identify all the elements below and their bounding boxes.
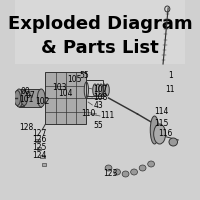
Text: 105: 105 (68, 75, 82, 84)
Ellipse shape (14, 90, 21, 106)
Text: 114: 114 (155, 108, 169, 116)
Bar (37, 147, 41, 150)
Bar (40, 155, 45, 158)
Text: 101: 101 (19, 96, 33, 104)
Ellipse shape (84, 82, 88, 98)
Text: 125: 125 (32, 144, 46, 152)
Ellipse shape (122, 171, 129, 177)
Text: 55: 55 (93, 121, 103, 130)
Text: 124: 124 (32, 152, 46, 160)
Ellipse shape (139, 165, 146, 171)
Text: 103: 103 (52, 83, 67, 92)
Ellipse shape (154, 124, 166, 144)
Ellipse shape (150, 116, 159, 144)
Text: 102: 102 (35, 98, 50, 106)
Text: 43: 43 (93, 102, 103, 110)
Text: 00: 00 (21, 88, 31, 97)
Text: 126: 126 (32, 136, 46, 144)
Ellipse shape (102, 84, 106, 96)
Text: 110: 110 (81, 110, 96, 118)
Ellipse shape (99, 84, 103, 96)
Text: 111: 111 (100, 112, 114, 120)
Text: 108: 108 (93, 94, 108, 102)
Bar (17, 90, 24, 106)
Ellipse shape (169, 138, 178, 146)
Text: Exploded Diagram: Exploded Diagram (8, 15, 192, 33)
Text: 115: 115 (155, 119, 169, 129)
Bar (19, 89, 41, 107)
Ellipse shape (21, 90, 27, 106)
Text: 1: 1 (168, 72, 173, 80)
Text: 116: 116 (158, 130, 172, 138)
Text: 123: 123 (103, 170, 118, 178)
Text: 128: 128 (19, 123, 33, 132)
Ellipse shape (15, 89, 23, 107)
Ellipse shape (131, 169, 137, 175)
Ellipse shape (105, 165, 112, 171)
Text: 97: 97 (26, 92, 36, 100)
FancyBboxPatch shape (45, 72, 86, 124)
Text: 107: 107 (93, 85, 108, 94)
Text: 104: 104 (58, 90, 73, 98)
Text: 11: 11 (165, 85, 174, 94)
Ellipse shape (37, 89, 45, 107)
Text: & Parts List: & Parts List (41, 39, 159, 57)
Ellipse shape (96, 84, 100, 96)
Ellipse shape (148, 161, 155, 167)
Ellipse shape (93, 84, 97, 96)
Bar (42, 163, 46, 166)
FancyBboxPatch shape (15, 0, 185, 64)
Text: 55: 55 (80, 72, 89, 80)
Ellipse shape (114, 169, 120, 175)
Ellipse shape (105, 84, 109, 96)
Bar (35, 139, 40, 142)
Text: 127: 127 (32, 130, 46, 138)
